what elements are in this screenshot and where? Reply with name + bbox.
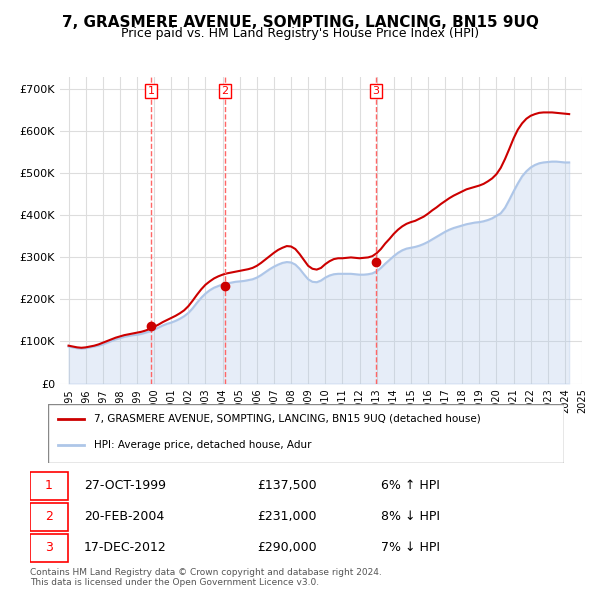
- Text: Price paid vs. HM Land Registry's House Price Index (HPI): Price paid vs. HM Land Registry's House …: [121, 27, 479, 40]
- Text: 3: 3: [373, 86, 379, 96]
- Text: 1: 1: [148, 86, 155, 96]
- FancyBboxPatch shape: [30, 534, 68, 562]
- Text: Contains HM Land Registry data © Crown copyright and database right 2024.
This d: Contains HM Land Registry data © Crown c…: [30, 568, 382, 587]
- Text: 7, GRASMERE AVENUE, SOMPTING, LANCING, BN15 9UQ (detached house): 7, GRASMERE AVENUE, SOMPTING, LANCING, B…: [94, 414, 481, 424]
- FancyBboxPatch shape: [30, 472, 68, 500]
- Text: 20-FEB-2004: 20-FEB-2004: [84, 510, 164, 523]
- Text: 1: 1: [45, 479, 53, 492]
- Text: £137,500: £137,500: [257, 479, 316, 492]
- Text: 27-OCT-1999: 27-OCT-1999: [84, 479, 166, 492]
- Text: HPI: Average price, detached house, Adur: HPI: Average price, detached house, Adur: [94, 441, 312, 450]
- Text: 6% ↑ HPI: 6% ↑ HPI: [381, 479, 440, 492]
- Text: £290,000: £290,000: [257, 541, 316, 554]
- Text: £231,000: £231,000: [257, 510, 316, 523]
- Text: 3: 3: [45, 541, 53, 554]
- Text: 7, GRASMERE AVENUE, SOMPTING, LANCING, BN15 9UQ: 7, GRASMERE AVENUE, SOMPTING, LANCING, B…: [62, 15, 538, 30]
- Text: 2: 2: [221, 86, 229, 96]
- Text: 7% ↓ HPI: 7% ↓ HPI: [381, 541, 440, 554]
- Text: 8% ↓ HPI: 8% ↓ HPI: [381, 510, 440, 523]
- FancyBboxPatch shape: [48, 404, 564, 463]
- FancyBboxPatch shape: [30, 503, 68, 531]
- Text: 2: 2: [45, 510, 53, 523]
- Text: 17-DEC-2012: 17-DEC-2012: [84, 541, 167, 554]
